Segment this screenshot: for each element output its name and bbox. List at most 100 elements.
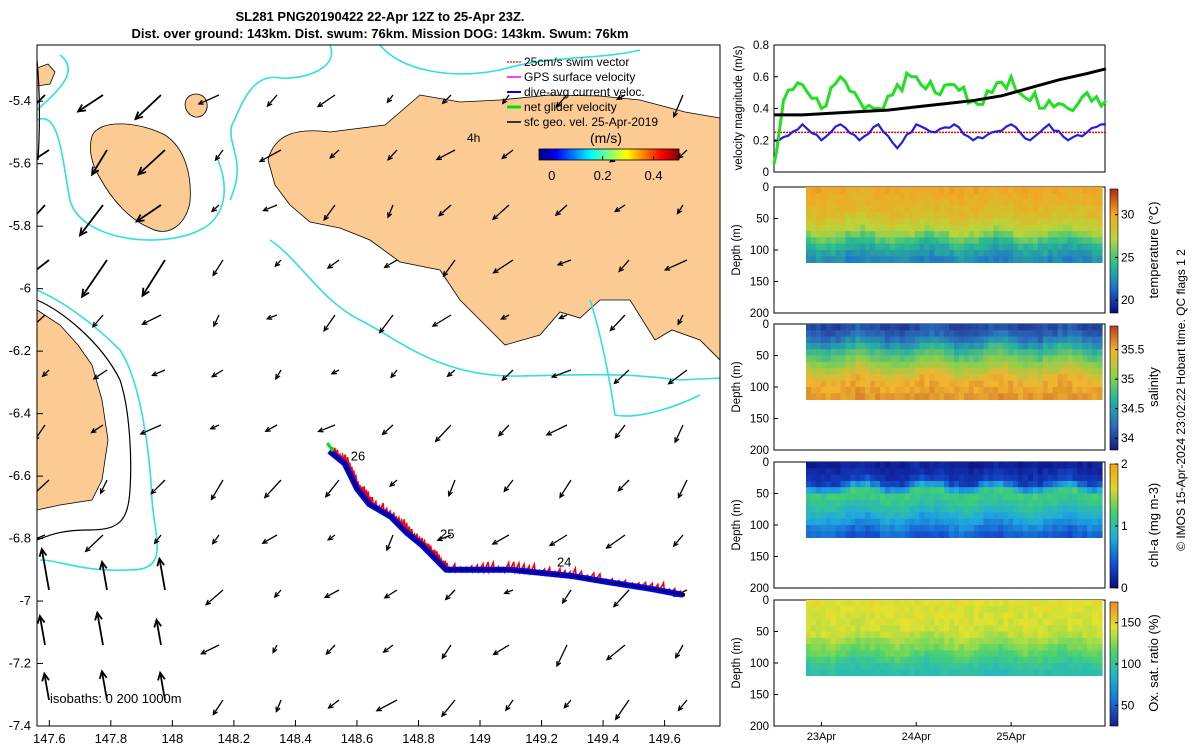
section-cell — [963, 487, 970, 494]
section-cell — [835, 669, 842, 676]
geo-arrow-shaft — [275, 699, 282, 712]
section-cell — [875, 361, 881, 369]
section-cell — [825, 631, 832, 639]
section-cell — [929, 612, 935, 620]
section-cell — [904, 205, 911, 213]
section-cell — [963, 231, 970, 238]
geo-arrow-head — [19, 113, 27, 121]
section-cell — [1097, 324, 1103, 331]
geo-arrow-head — [323, 325, 329, 332]
section-cell — [1023, 349, 1029, 356]
section-cell — [1023, 193, 1029, 200]
section-cell — [939, 349, 945, 356]
section-cell — [1028, 625, 1034, 632]
section-cell — [875, 349, 881, 356]
section-cell — [934, 499, 940, 507]
section-cell — [1087, 644, 1093, 651]
section-cell — [963, 218, 970, 226]
section-cell — [1067, 618, 1073, 626]
geo-arrow-shaft — [328, 699, 340, 709]
section-cell — [988, 380, 995, 388]
section-cell — [870, 250, 876, 257]
section-cell — [1087, 506, 1093, 513]
section-cell — [998, 187, 1004, 194]
section-cell — [850, 393, 856, 400]
geo-arrow-head — [559, 492, 565, 499]
section-cell — [1008, 380, 1014, 388]
section-cell — [963, 199, 970, 207]
section-cell — [988, 493, 995, 501]
section-cell — [1097, 637, 1103, 645]
section-cell — [939, 487, 945, 494]
section-cell — [899, 631, 906, 639]
section-cell — [865, 474, 871, 482]
section-cell — [1062, 462, 1069, 469]
section-cell — [978, 237, 985, 245]
section-cell — [1092, 368, 1098, 375]
section-cell — [1052, 205, 1059, 213]
section-cell — [919, 349, 925, 356]
section-cell — [840, 506, 847, 513]
section-cell — [914, 656, 921, 664]
section-cell — [860, 512, 866, 520]
section-cell — [944, 199, 950, 207]
section-cell — [944, 380, 950, 388]
section-cell — [1028, 644, 1034, 651]
section-cell — [825, 487, 832, 494]
section-cell — [1052, 256, 1059, 263]
section-cell — [963, 237, 970, 245]
section-cell — [934, 237, 940, 245]
section-cell — [860, 187, 866, 194]
section-cell — [914, 205, 921, 213]
section-cell — [904, 336, 911, 344]
section-cell — [988, 231, 995, 238]
section-cell — [954, 199, 960, 207]
section-cell — [944, 462, 950, 469]
section-cell — [810, 387, 817, 394]
section-cell — [988, 618, 995, 626]
section-cell — [1057, 218, 1064, 226]
section-cell — [914, 612, 921, 620]
section-cell — [1072, 237, 1078, 245]
section-cell — [810, 663, 817, 670]
section-cell — [924, 199, 930, 207]
section-cell — [1087, 342, 1093, 350]
section-cell — [909, 336, 916, 344]
section-cell — [1008, 512, 1014, 520]
section-cell — [1008, 618, 1014, 626]
section-cell — [1077, 512, 1083, 520]
geo-velocity-arrows — [19, 94, 688, 721]
section-cell — [904, 474, 911, 482]
section-cell — [1047, 480, 1054, 488]
section-cell — [958, 336, 965, 344]
section-cell — [1047, 468, 1054, 475]
section-cell — [1008, 218, 1014, 226]
section-cell — [870, 387, 876, 394]
section-cell — [968, 250, 975, 257]
section-cell — [1032, 531, 1039, 538]
velocity-ytick-label: 0.8 — [753, 40, 769, 52]
section-cell — [954, 644, 960, 651]
section-cell — [909, 506, 916, 513]
section-cell — [954, 493, 960, 501]
section-cell — [1003, 612, 1009, 620]
section-cell — [1077, 631, 1083, 639]
section-cell — [1067, 349, 1073, 356]
section-cell — [889, 336, 896, 344]
section-cell — [855, 499, 861, 507]
section-cell — [904, 531, 911, 538]
geo-arrow-head — [613, 378, 620, 385]
section-cell — [875, 625, 881, 632]
section-cell — [1032, 218, 1039, 226]
section-cell — [810, 218, 817, 226]
section-cell — [909, 330, 916, 337]
section-cell — [1037, 600, 1044, 607]
section-cell — [1077, 518, 1083, 526]
section-cell — [1028, 368, 1034, 375]
geo-arrow-head — [41, 671, 50, 682]
section-cell — [1082, 218, 1088, 226]
section-cell — [963, 499, 970, 507]
section-cell — [973, 218, 980, 226]
section-cell — [1057, 487, 1064, 494]
section-cell — [830, 212, 837, 219]
